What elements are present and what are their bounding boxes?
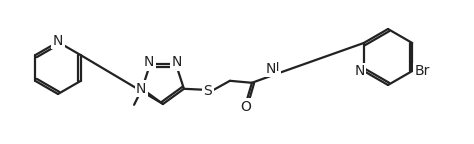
Text: N: N [53,34,63,48]
Text: N: N [355,64,365,78]
Text: O: O [240,100,251,114]
Text: N: N [172,55,182,69]
Text: N: N [136,82,146,96]
Text: N: N [266,62,276,76]
Text: H: H [270,61,280,74]
Text: S: S [203,84,212,98]
Text: Br: Br [415,64,430,78]
Text: N: N [144,55,154,69]
